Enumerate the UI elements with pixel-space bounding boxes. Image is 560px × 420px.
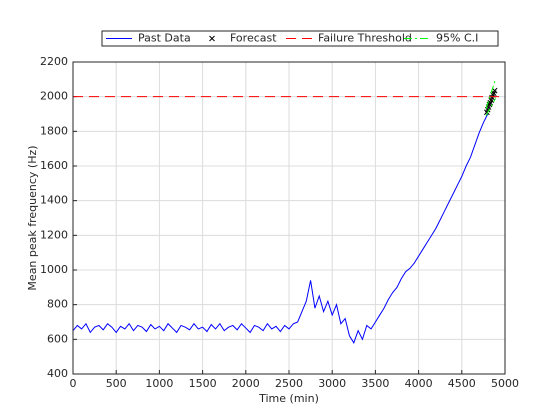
x-tick-label: 3500 [361,377,389,390]
y-tick-label: 1200 [40,228,68,241]
legend-label: 95% C.I [436,32,478,45]
legend-label: Forecast [230,32,277,45]
x-tick-label: 2500 [275,377,303,390]
legend-box [101,30,499,47]
x-tick-label: 0 [70,377,77,390]
y-tick-label: 600 [47,332,68,345]
y-tick-label: 800 [47,298,68,311]
y-tick-label: 1000 [40,263,68,276]
axes-box [72,61,506,375]
x-tick-label: 5000 [491,377,519,390]
x-tick-label: 1000 [145,377,173,390]
legend-label: Failure Threshold [318,32,412,45]
ci-line [485,79,496,109]
x-tick-label: 500 [106,377,127,390]
x-tick-label: 1500 [189,377,217,390]
x-tick-label: 2000 [232,377,260,390]
x-tick-label: 4000 [405,377,433,390]
y-axis-label: Mean peak frequency (Hz) [26,145,39,290]
x-axis-label: Time (min) [258,392,319,405]
series-line [72,113,489,344]
ci-line [485,98,496,116]
forecast-marker [491,87,498,94]
legend-label: Past Data [138,32,191,45]
y-tick-label: 2200 [40,55,68,68]
y-tick-label: 2000 [40,90,68,103]
x-tick-label: 4500 [448,377,476,390]
y-tick-label: 1800 [40,124,68,137]
y-tick-label: 400 [47,367,68,380]
legend-symbol [209,35,215,42]
y-tick-label: 1600 [40,159,68,172]
x-tick-label: 3000 [318,377,346,390]
y-tick-label: 1400 [40,194,68,207]
